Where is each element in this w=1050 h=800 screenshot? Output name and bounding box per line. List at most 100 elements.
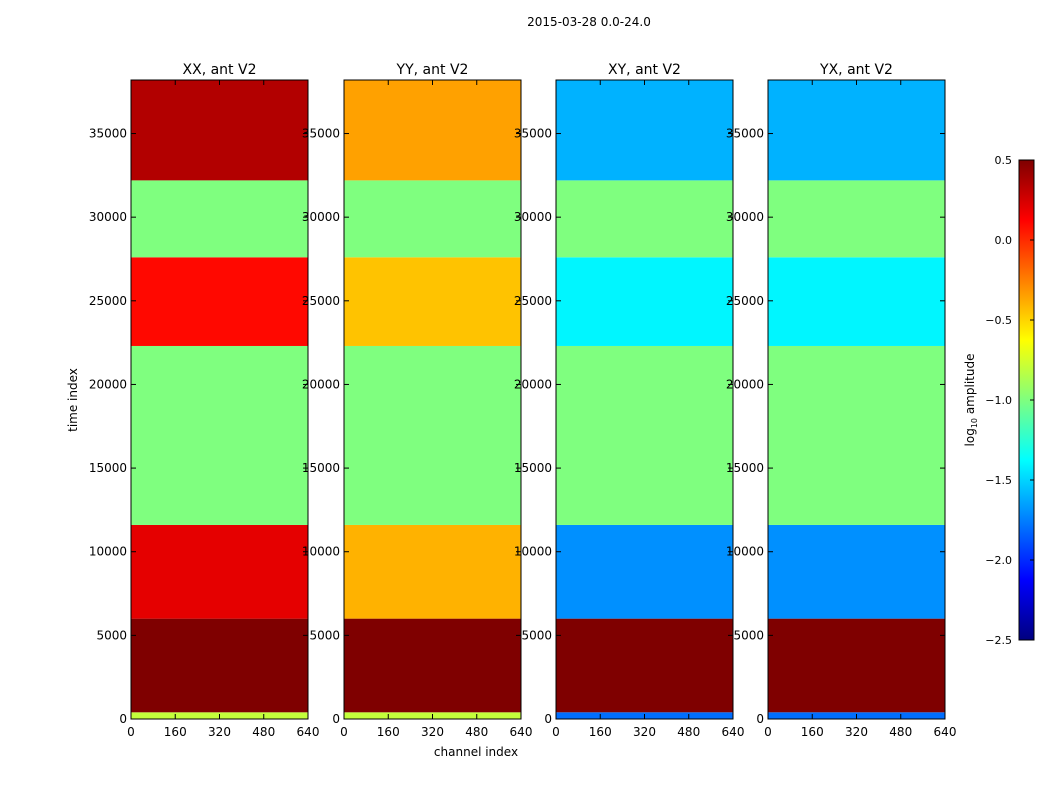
colorbar-tick-label: −1.5 — [985, 474, 1012, 487]
heatmap-band — [556, 345, 733, 525]
heatmap-panel-4: YX, ant V2 0 160 320 480 640 0 5000 10000 15000 20… — [726, 62, 957, 739]
y-tick-label: 30000 — [514, 210, 552, 224]
y-tick-label: 30000 — [726, 210, 764, 224]
heatmap-band — [131, 524, 308, 619]
heatmap-band — [344, 345, 521, 525]
colorbar-tick-label: −2.0 — [985, 554, 1012, 567]
heatmap-band — [768, 524, 945, 619]
colorbar-label: log10 amplitude — [963, 354, 979, 447]
x-tick-label: 480 — [252, 725, 275, 739]
heatmap-panel-1: XX, ant V2 0 160 320 480 640 0 5000 10000 15000 20… — [89, 62, 320, 739]
x-tick-label: 160 — [801, 725, 824, 739]
colorbar: 0.5 0.0 −0.5 −1.0 −1.5 −2.0 −2.5 log10 amplitu… — [963, 154, 1035, 647]
heatmap-band — [344, 257, 521, 346]
y-tick-label: 35000 — [726, 127, 764, 141]
y-tick-label: 0 — [544, 712, 552, 726]
colorbar-tick-label: −0.5 — [985, 314, 1012, 327]
y-tick-label: 10000 — [89, 545, 127, 559]
figure-title: 2015-03-28 0.0-24.0 — [527, 15, 651, 29]
heatmap-panel-3: XY, ant V2 0 160 320 480 640 0 5000 10000 15000 20… — [514, 62, 745, 739]
x-tick-label: 320 — [208, 725, 231, 739]
panel-title: XY, ant V2 — [608, 62, 681, 78]
x-tick-label: 0 — [764, 725, 772, 739]
heatmap-band — [131, 345, 308, 525]
panel-title: YY, ant V2 — [396, 62, 469, 78]
y-tick-label: 30000 — [89, 210, 127, 224]
x-tick-label: 640 — [510, 725, 533, 739]
y-tick-label: 35000 — [89, 127, 127, 141]
y-tick-label: 5000 — [309, 628, 340, 642]
heatmap-band — [131, 80, 308, 181]
y-tick-label: 0 — [119, 712, 127, 726]
heatmap-band — [768, 180, 945, 258]
y-tick-label: 10000 — [514, 545, 552, 559]
y-tick-label: 20000 — [514, 377, 552, 391]
colorbar-label-rest: amplitude — [963, 354, 977, 418]
heatmap-band — [768, 618, 945, 713]
y-tick-label: 25000 — [726, 294, 764, 308]
y-tick-label: 35000 — [302, 127, 340, 141]
x-tick-label: 480 — [677, 725, 700, 739]
y-tick-label: 0 — [756, 712, 764, 726]
heatmap-band — [556, 180, 733, 258]
heatmap-panels: XX, ant V2 0 160 320 480 640 0 5000 10000 15000 20… — [89, 62, 957, 739]
y-tick-label: 15000 — [726, 461, 764, 475]
heatmap-band — [556, 257, 733, 346]
colorbar-tick-label: −1.0 — [985, 394, 1012, 407]
panel-title: YX, ant V2 — [819, 62, 893, 78]
y-tick-label: 5000 — [96, 628, 127, 642]
y-tick-label: 25000 — [89, 294, 127, 308]
x-tick-label: 640 — [934, 725, 957, 739]
y-tick-label: 20000 — [302, 377, 340, 391]
heatmap-band — [344, 180, 521, 258]
y-tick-label: 30000 — [302, 210, 340, 224]
heatmap-band — [556, 80, 733, 181]
x-tick-label: 160 — [164, 725, 187, 739]
x-tick-label: 640 — [722, 725, 745, 739]
colorbar-tick-label: 0.0 — [995, 234, 1013, 247]
x-tick-label: 320 — [421, 725, 444, 739]
colorbar-tick-label: −2.5 — [985, 634, 1012, 647]
heatmap-band — [131, 180, 308, 258]
y-tick-label: 20000 — [726, 377, 764, 391]
colorbar-label-subscript: 10 — [970, 418, 979, 428]
x-tick-label: 480 — [889, 725, 912, 739]
x-tick-label: 160 — [589, 725, 612, 739]
x-tick-label: 160 — [377, 725, 400, 739]
heatmap-band — [131, 257, 308, 346]
y-tick-label: 10000 — [726, 545, 764, 559]
heatmap-band — [768, 257, 945, 346]
colorbar-tick-label: 0.5 — [995, 154, 1013, 167]
heatmap-band — [344, 618, 521, 713]
y-tick-label: 15000 — [514, 461, 552, 475]
y-axis-label: time index — [66, 368, 80, 432]
x-tick-label: 0 — [127, 725, 135, 739]
x-tick-label: 0 — [340, 725, 348, 739]
y-tick-label: 15000 — [302, 461, 340, 475]
panel-title: XX, ant V2 — [183, 62, 257, 78]
x-tick-label: 320 — [845, 725, 868, 739]
y-tick-label: 0 — [332, 712, 340, 726]
x-axis-label: channel index — [434, 745, 518, 759]
x-tick-label: 0 — [552, 725, 560, 739]
colorbar-label-log: log — [963, 428, 977, 446]
heatmap-band — [344, 80, 521, 181]
colorbar-ticks: 0.5 0.0 −0.5 −1.0 −1.5 −2.0 −2.5 — [985, 154, 1034, 647]
y-tick-label: 35000 — [514, 127, 552, 141]
x-tick-label: 640 — [297, 725, 320, 739]
heatmap-panel-2: YY, ant V2 0 160 320 480 640 0 5000 10000 15000 20… — [302, 62, 533, 739]
heatmap-band — [344, 524, 521, 619]
y-tick-label: 25000 — [302, 294, 340, 308]
y-tick-label: 5000 — [733, 628, 764, 642]
y-tick-label: 5000 — [521, 628, 552, 642]
heatmap-band — [768, 80, 945, 181]
y-tick-label: 10000 — [302, 545, 340, 559]
y-tick-label: 25000 — [514, 294, 552, 308]
y-tick-label: 15000 — [89, 461, 127, 475]
heatmap-band — [556, 524, 733, 619]
y-tick-label: 20000 — [89, 377, 127, 391]
x-tick-label: 320 — [633, 725, 656, 739]
x-tick-label: 480 — [465, 725, 488, 739]
heatmap-band — [131, 618, 308, 713]
